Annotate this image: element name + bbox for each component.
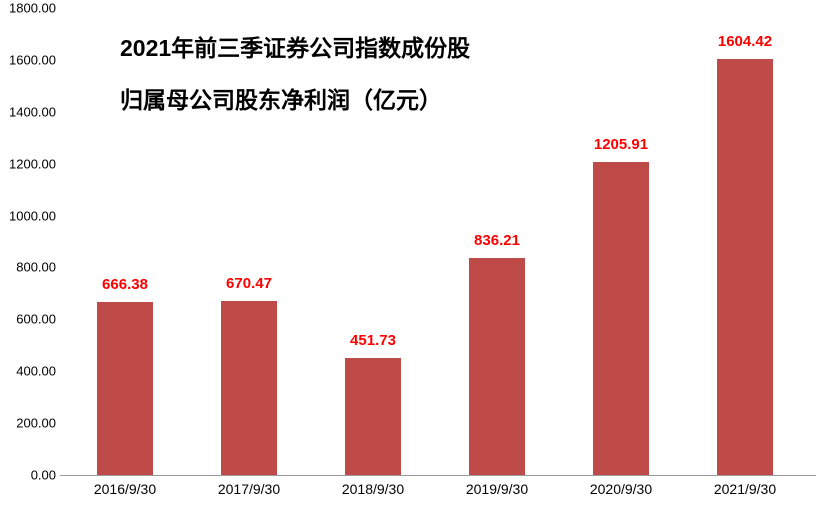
x-tick-label: 2017/9/30 [217,481,281,497]
y-tick-label: 1800.00 [9,0,56,16]
value-label: 666.38 [102,276,148,294]
x-tick-label: 2016/9/30 [93,481,157,497]
x-tick-label: 2021/9/30 [713,481,777,497]
bar [221,301,277,475]
x-tick-label: 2019/9/30 [465,481,529,497]
bar [97,302,153,475]
value-label: 1205.91 [593,136,649,154]
y-tick-label: 1400.00 [9,104,56,120]
y-tick-label: 600.00 [16,311,56,327]
bar [717,58,773,475]
bar [593,162,649,475]
x-tick-label: 2018/9/30 [341,481,405,497]
value-label: 670.47 [226,275,272,293]
chart-title-line2: 归属母公司股东净利润（亿元） [120,87,442,113]
chart-title-line1: 2021年前三季证券公司指数成份股 [120,35,471,61]
bar [469,258,525,475]
y-tick-label: 0.00 [30,467,56,483]
y-tick-label: 200.00 [16,415,56,431]
value-label: 836.21 [474,232,520,250]
y-tick-label: 1600.00 [9,52,56,68]
bar [345,357,401,475]
y-tick-label: 1000.00 [9,208,56,224]
x-tick-label: 2020/9/30 [589,481,653,497]
value-label: 451.73 [350,331,396,349]
y-tick-label: 1200.00 [9,156,56,172]
y-tick-label: 400.00 [16,363,56,379]
x-axis-line [60,475,816,476]
y-tick-label: 800.00 [16,259,56,275]
value-label: 1604.42 [717,32,773,50]
chart-title: 2021年前三季证券公司指数成份股 归属母公司股东净利润（亿元） [120,22,470,126]
